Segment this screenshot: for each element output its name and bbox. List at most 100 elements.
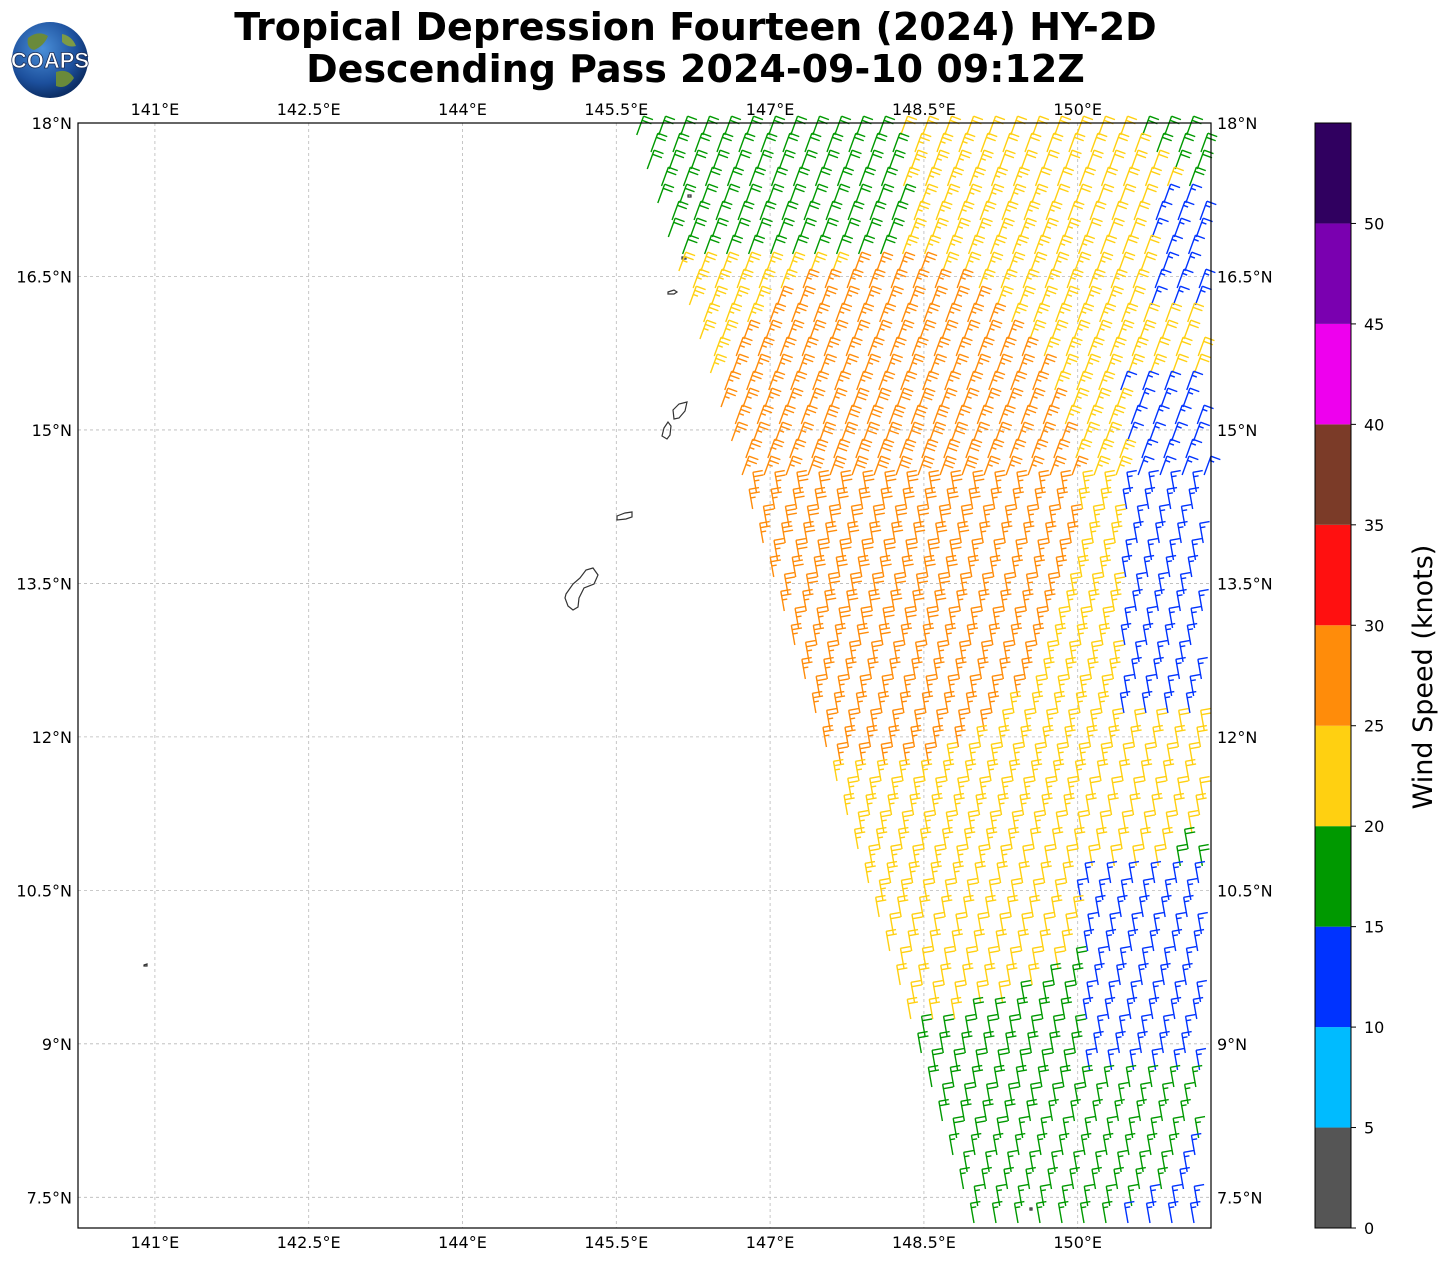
wind-barb (824, 268, 842, 289)
wind-barb (1023, 200, 1041, 221)
island-outline (672, 401, 688, 420)
wind-barb (1171, 928, 1183, 952)
wind-barb (1131, 656, 1142, 680)
wind-barb (977, 336, 995, 357)
wind-barb (1089, 520, 1101, 544)
wind-barb (1062, 285, 1080, 306)
wind-barb (1115, 455, 1133, 476)
wind-barb (1020, 149, 1038, 170)
wind-barb (906, 996, 919, 1020)
lat-tick-label-left: 16.5°N (16, 267, 72, 286)
wind-barb (757, 336, 775, 357)
wind-barb (1145, 1200, 1157, 1224)
lon-tick-label-bottom: 148.5°E (892, 1233, 956, 1252)
wind-barb (1129, 217, 1147, 238)
wind-barb (835, 234, 854, 255)
wind-barb (1193, 928, 1205, 952)
wind-barb (1096, 251, 1114, 272)
wind-barb (790, 115, 808, 136)
wind-barb (876, 758, 889, 782)
wind-barb (997, 217, 1015, 238)
wind-barb (1060, 421, 1079, 442)
wind-barb (974, 285, 992, 306)
colorbar-label: Wind Speed (knots) (1408, 545, 1439, 810)
wind-barb (995, 353, 1013, 374)
wind-barb (1074, 251, 1092, 272)
wind-barb (984, 387, 1002, 408)
wind-barb (932, 724, 944, 748)
wind-barb (1120, 622, 1132, 646)
colorbar-segment (1315, 1127, 1351, 1228)
wind-barb (681, 234, 700, 255)
wind-barb (1131, 336, 1149, 357)
wind-barb (702, 115, 720, 136)
wind-barb (1196, 724, 1208, 748)
wind-barb (928, 996, 941, 1020)
wind-barb (1184, 758, 1197, 782)
wind-barb (956, 268, 974, 289)
wind-barb (791, 302, 809, 323)
wind-barb (902, 741, 914, 765)
wind-barb (1086, 149, 1104, 170)
wind-barb (1183, 826, 1196, 850)
wind-barb (781, 520, 794, 544)
wind-barb (1128, 860, 1140, 884)
wind-barb (1118, 758, 1131, 782)
wind-barb (1058, 1132, 1070, 1156)
wind-barb (1151, 217, 1169, 238)
wind-barb (1092, 1098, 1103, 1122)
wind-barb (813, 554, 826, 578)
wind-barb (865, 217, 883, 238)
wind-barb (1193, 353, 1211, 374)
wind-barb (865, 792, 877, 816)
wind-barb (855, 690, 868, 714)
wind-barb (646, 149, 664, 170)
wind-barb (1052, 758, 1065, 782)
wind-barb (1141, 438, 1159, 459)
wind-barb (891, 200, 909, 221)
wind-barb (671, 200, 689, 221)
wind-barb (1077, 234, 1096, 255)
wind-barb (885, 928, 897, 952)
wind-barb (979, 520, 991, 544)
wind-barb (1189, 1200, 1201, 1224)
wind-barb (913, 520, 926, 544)
wind-barb (1179, 1166, 1190, 1190)
wind-barb (955, 656, 967, 680)
wind-barb (658, 115, 676, 136)
wind-barb (899, 690, 912, 714)
wind-barb (887, 217, 905, 238)
wind-barb (1197, 656, 1208, 680)
wind-barb (992, 1132, 1004, 1156)
wind-barb (1044, 268, 1062, 289)
wind-barb (1124, 1132, 1136, 1156)
wind-barb (1010, 622, 1023, 646)
wind-barb (1082, 996, 1094, 1020)
wind-barb (748, 166, 767, 187)
wind-barb (811, 183, 829, 204)
wind-barb (1164, 622, 1176, 646)
wind-barb (1066, 588, 1078, 612)
wind-barb (1050, 894, 1063, 918)
wind-barb (1170, 421, 1189, 442)
wind-barb (851, 455, 869, 476)
wind-barb (897, 319, 915, 340)
wind-barb (1024, 132, 1042, 153)
wind-barb (1203, 455, 1221, 476)
wind-barb (887, 792, 899, 816)
wind-barb (1122, 166, 1141, 187)
wind-barb (877, 183, 895, 204)
wind-barb (1198, 588, 1209, 612)
wind-barb (1097, 183, 1115, 204)
wind-barb (970, 1132, 982, 1156)
wind-barb (974, 860, 986, 884)
lat-tick-label-right: 10.5°N (1217, 881, 1273, 900)
wind-barb (804, 132, 822, 153)
wind-barb (672, 132, 690, 153)
wind-barb (1119, 438, 1137, 459)
wind-barb (1095, 826, 1108, 850)
lat-tick-label-left: 9°N (42, 1035, 72, 1054)
wind-barb (831, 319, 849, 340)
wind-barb (1042, 149, 1060, 170)
wind-barb (1068, 707, 1080, 731)
